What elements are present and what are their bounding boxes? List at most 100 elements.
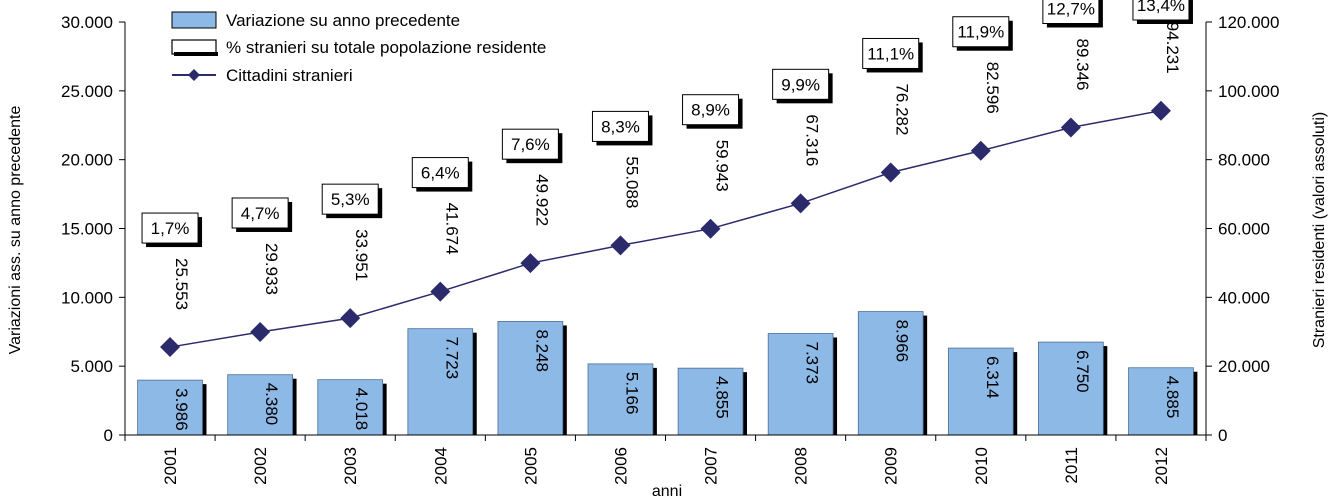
percent-box: [591, 110, 649, 142]
bar: [947, 347, 1014, 436]
percent-label: 6,4%: [421, 164, 460, 183]
x-tick-label: 2005: [521, 447, 540, 485]
bar: [857, 311, 924, 436]
bar-data-label: 7.373: [803, 341, 822, 384]
percent-box: [321, 183, 379, 215]
line-data-label: 94.231: [1163, 22, 1182, 74]
line-marker: [520, 253, 541, 274]
line-marker: [970, 140, 991, 161]
line-marker: [610, 235, 631, 256]
legend-label-percent: % stranieri su totale popolazione reside…: [226, 38, 546, 57]
y-left-tick-label: 25.000: [61, 82, 113, 101]
bar-series: 3.986 4.380 4.018 7.723 8.248 5.166 4.855 7.373…: [137, 311, 1198, 436]
line-data-label: 89.346: [1073, 39, 1092, 91]
x-tick-label: 2001: [161, 447, 180, 485]
bar-data-label: 6.750: [1073, 350, 1092, 393]
x-tick-label: 2002: [251, 447, 270, 485]
percent-label: 8,9%: [691, 101, 730, 120]
bar-data-label: 7.723: [442, 337, 461, 380]
y-right-tick-label: 40.000: [1218, 288, 1270, 307]
x-tick-label: 2009: [882, 447, 901, 485]
x-tick-label: 2004: [431, 447, 450, 485]
bar-data-label: 8.966: [893, 320, 912, 363]
x-tick-label: 2011: [1062, 447, 1081, 484]
percent-label: 7,6%: [511, 135, 550, 154]
percent-box: [952, 16, 1010, 48]
x-tick-label: 2010: [972, 447, 991, 485]
bar: [767, 333, 834, 436]
bar: [227, 374, 293, 436]
percent-label: 12,7%: [1047, 0, 1095, 19]
y-axis-right-title: Stranieri residenti (valori assoluti): [1311, 112, 1328, 349]
right-axis: 0 20.000 40.000 60.000 80.000 100.000 120.000: [1205, 13, 1279, 445]
y-right-tick-label: 20.000: [1218, 357, 1270, 376]
line-data-label: 82.596: [983, 62, 1002, 114]
y-axis-left-title: Variazioni ass. su anno precedente: [7, 106, 24, 355]
legend-swatch-percent: [171, 39, 217, 55]
percent-box: [772, 68, 830, 100]
bar-data-label: 3.986: [172, 388, 191, 431]
line-marker: [250, 321, 271, 342]
bar-data-label: 8.248: [532, 329, 551, 372]
line-marker: [880, 162, 901, 183]
bar-data-label: 4.380: [262, 383, 281, 426]
bar: [1128, 367, 1194, 436]
line-data-label: 76.282: [893, 83, 912, 135]
line-series: 25.553 29.933 33.951 41.674 49.922 55.088 59.9…: [160, 22, 1182, 358]
x-tick-label: 2003: [341, 447, 360, 485]
percent-box: [1132, 0, 1190, 21]
bar: [677, 367, 744, 436]
y-right-tick-label: 0: [1218, 426, 1227, 445]
y-right-tick-label: 80.000: [1218, 151, 1270, 170]
y-left-tick-label: 10.000: [61, 288, 113, 307]
percent-box: [231, 197, 289, 229]
x-axis-title: anni: [652, 483, 682, 500]
x-tick-label: 2008: [792, 447, 811, 485]
percent-box: [862, 37, 920, 69]
percent-label: 11,1%: [867, 44, 914, 63]
percent-label: 1,7%: [151, 219, 190, 238]
legend-swatch-bar: [171, 11, 217, 29]
line-data-label: 25.553: [172, 258, 191, 310]
legend: Variazione su anno precedente % stranier…: [171, 11, 546, 85]
percent-label: 8,3%: [601, 117, 640, 136]
line-data-label: 49.922: [532, 174, 551, 226]
legend-swatch-percent-shadow: [174, 52, 218, 56]
bar: [1038, 341, 1104, 436]
percent-box: [682, 94, 740, 126]
line-marker: [1060, 117, 1081, 138]
legend-marker-diamond: [188, 69, 200, 81]
percent-box: [501, 128, 559, 160]
line-marker: [1150, 100, 1171, 121]
line-data-label: 29.933: [262, 243, 281, 295]
y-right-tick-label: 60.000: [1218, 220, 1270, 239]
percent-label: 11,9%: [957, 23, 1004, 42]
line-marker: [790, 193, 811, 214]
line-data-label: 55.088: [622, 156, 641, 208]
y-right-tick-label: 120.000: [1218, 13, 1279, 32]
bar: [317, 379, 384, 436]
line-data-label: 59.943: [713, 140, 732, 192]
y-left-tick-label: 30.000: [61, 13, 113, 32]
line-data-label: 67.316: [803, 114, 822, 166]
percent-label: 13,4%: [1137, 0, 1185, 15]
y-left-tick-label: 5.000: [70, 357, 113, 376]
percent-label: 4,7%: [241, 204, 280, 223]
bar-data-label: 4.885: [1163, 376, 1182, 419]
bar-data-label: 5.166: [622, 372, 641, 415]
bar: [137, 379, 203, 436]
y-left-tick-label: 0: [104, 426, 113, 445]
percent-label: 5,3%: [331, 190, 370, 209]
y-left-tick-label: 15.000: [61, 220, 113, 239]
y-right-tick-label: 100.000: [1218, 82, 1279, 101]
percent-labels: 1,7% 4,7% 5,3% 6,4% 7,6% 8,3% 8,9% 9,9% 11,1% 11,…: [141, 0, 1193, 248]
legend-label-bar: Variazione su anno precedente: [226, 11, 460, 30]
bar: [407, 328, 474, 436]
line-marker: [700, 218, 721, 239]
line-marker: [160, 337, 181, 358]
bar-data-label: 6.314: [983, 356, 1002, 399]
bar-data-label: 4.018: [352, 388, 371, 431]
line-path: [169, 109, 1162, 348]
bar: [587, 363, 654, 436]
